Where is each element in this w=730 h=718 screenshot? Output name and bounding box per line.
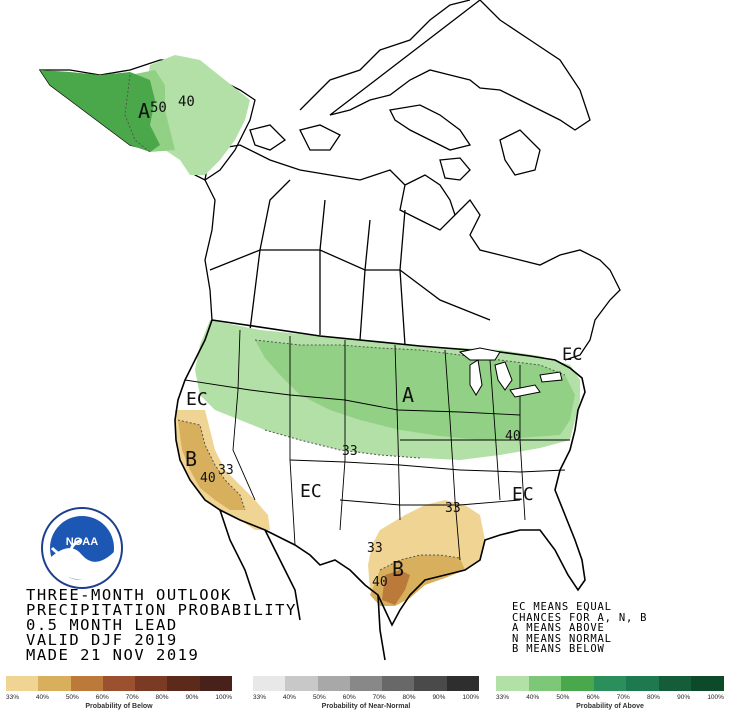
tick-label: 33% (6, 694, 20, 701)
probability-contours (124, 74, 566, 571)
southeast-ec-label: EC (512, 484, 534, 505)
below-swatch (167, 676, 200, 691)
texas-33-label-b: 33 (367, 541, 383, 556)
map-labels: A 50 40 EC A EC 40 33 EC EC B 40 33 33 3… (138, 94, 582, 590)
near-normal-swatch (253, 676, 286, 691)
near-normal-swatch (446, 676, 479, 691)
title-line: MADE 21 NOV 2019 (26, 646, 200, 664)
above-swatch (691, 676, 725, 691)
below-caption: Probability of Below (85, 703, 153, 710)
tick-label: 100% (707, 694, 724, 701)
near-normal-caption: Probability of Near-Normal (321, 703, 411, 710)
tick-label: 60% (586, 694, 600, 701)
above-swatch (593, 676, 627, 691)
below-swatch (6, 676, 39, 691)
below-swatch (38, 676, 71, 691)
title-line: THREE-MONTH OUTLOOK (26, 586, 232, 604)
tick-label: 80% (155, 694, 169, 701)
california-below-40 (178, 420, 245, 510)
tick-label: 90% (185, 694, 199, 701)
above-scale: 33% 40% 50% 60% 70% 80% 90% 100% Probability of… (496, 676, 725, 716)
tick-label: 40% (35, 694, 49, 701)
above-swatch (561, 676, 594, 691)
noaa-logo-text: NOAA (66, 536, 98, 548)
alaska-above-50 (40, 70, 160, 152)
tick-label: 90% (432, 694, 446, 701)
alaska-40-label: 40 (178, 94, 195, 110)
tick-label: 70% (125, 694, 139, 701)
texas-below-label: B (392, 557, 404, 581)
above-swatch (496, 676, 529, 691)
northeast-ec-label: EC (562, 345, 582, 365)
below-swatch (102, 676, 136, 691)
texas-40-label: 40 (372, 575, 388, 590)
title-line: VALID DJF 2019 (26, 631, 178, 649)
above-color-bar (496, 676, 725, 691)
below-color-bar (6, 676, 232, 691)
texas-33-label-a: 33 (445, 501, 461, 516)
above-swatch (528, 676, 562, 691)
alaska-above-label: A (138, 99, 150, 123)
outlook-title-block: THREE-MONTH OUTLOOK PRECIPITATION PROBAB… (26, 586, 297, 664)
california-40-label: 40 (200, 471, 216, 486)
tick-label: 33% (496, 694, 510, 701)
above-ticks: 33% 40% 50% 60% 70% 80% 90% 100% (496, 694, 724, 701)
east-40-label: 40 (505, 429, 521, 444)
above-caption: Probability of Above (576, 703, 644, 710)
note-line: N MEANS NORMAL (512, 632, 612, 645)
near-normal-swatch (414, 676, 447, 691)
near-normal-swatch (285, 676, 318, 691)
southwest-ec-label: EC (300, 481, 322, 502)
near-normal-swatch (317, 676, 350, 691)
tick-label: 80% (646, 694, 660, 701)
below-swatch (199, 676, 232, 691)
note-line: A MEANS ABOVE (512, 622, 605, 634)
central-above-label: A (402, 383, 414, 407)
california-below-label: B (185, 447, 197, 471)
tick-label: 50% (65, 694, 79, 701)
near-normal-swatch (349, 676, 383, 691)
tick-label: 33% (253, 694, 267, 701)
near-normal-scale: 33% 40% 50% 60% 70% 80% 90% 100% Probability of… (253, 676, 479, 716)
above-swatch (626, 676, 659, 691)
state-lines (184, 329, 570, 561)
us-outline (174, 319, 586, 661)
legend-notes: EC MEANS EQUAL CHANCES FOR A, N, B A MEA… (512, 602, 647, 655)
below-scale: 33% 40% 50% 60% 70% 80% 90% 100% Probability of… (6, 676, 232, 716)
west-ec-label: EC (186, 389, 208, 410)
central-33-label: 33 (342, 444, 358, 459)
tick-label: 60% (95, 694, 109, 701)
below-ticks: 33% 40% 50% 60% 70% 80% 90% 100% (6, 694, 232, 701)
alaska-50-label: 50 (150, 100, 167, 116)
below-swatch (70, 676, 103, 691)
noaa-logo: NOAA (41, 507, 123, 589)
near-normal-color-bar (253, 676, 479, 691)
title-line: PRECIPITATION PROBABILITY (26, 601, 297, 619)
note-line: CHANCES FOR A, N, B (512, 611, 648, 624)
great-lakes (458, 347, 563, 398)
tick-label: 100% (215, 694, 232, 701)
tick-label: 40% (282, 694, 296, 701)
tick-label: 50% (556, 694, 570, 701)
texas-below-50 (382, 570, 410, 605)
tick-label: 50% (312, 694, 326, 701)
tick-label: 100% (462, 694, 479, 701)
note-line: B MEANS BELOW (512, 643, 605, 655)
tick-label: 70% (372, 694, 386, 701)
tick-label: 90% (677, 694, 691, 701)
canada-outline (179, 0, 621, 361)
below-swatch (135, 676, 168, 691)
tick-label: 70% (616, 694, 630, 701)
california-33-label: 33 (218, 463, 234, 478)
title-line: 0.5 MONTH LEAD (26, 616, 178, 634)
tick-label: 40% (526, 694, 540, 701)
note-line: EC MEANS EQUAL (512, 601, 612, 613)
above-swatch (658, 676, 692, 691)
tick-label: 80% (402, 694, 416, 701)
near-normal-swatch (382, 676, 415, 691)
tick-label: 60% (342, 694, 356, 701)
near-normal-ticks: 33% 40% 50% 60% 70% 80% 90% 100% (253, 694, 479, 701)
